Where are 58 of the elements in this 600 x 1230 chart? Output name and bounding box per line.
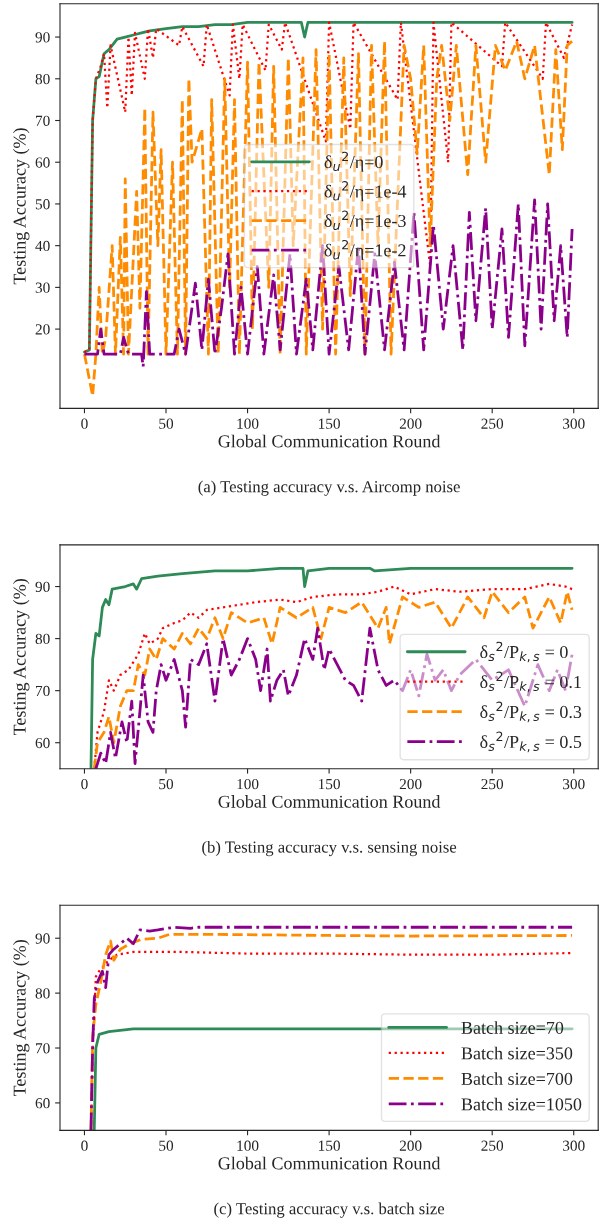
y-tick-label: 60 [35,737,50,749]
legend-label: Batch size=700 [461,1072,573,1085]
y-tick-label: 50 [35,199,50,210]
y-tick-label: 70 [36,1043,50,1054]
text: (a) Testing accuracy v.s. Aircomp noise [198,480,460,496]
x-tick-label: 250 [481,1140,504,1151]
y-tick-label: 70 [36,115,50,126]
x-tick-label: 250 [481,418,504,429]
x-tick-label: 50 [159,1140,174,1151]
y-tick-label: 90 [35,32,50,43]
legend-label: δ$_{s}$$^{2}$/P$_{k,s}$ = 0.5 [480,731,582,753]
y-tick-label: 90 [35,581,50,592]
legend-label: Batch size=1050 [461,1097,582,1111]
text: (b) Testing accuracy v.s. sensing noise [202,840,457,857]
x-tick-label: 0 [81,418,88,429]
y-tick-label: 80 [35,633,50,645]
legend-label: Batch size=70 [461,1021,564,1034]
y-tick-label: 20 [35,324,50,335]
y-axis-title: Testing Accuracy (%) [13,128,30,285]
x-axis-title: Global Communication Round [218,434,441,448]
x-tick-label: 300 [563,418,585,429]
x-tick-label: 150 [318,418,340,429]
legend-label: δ$_{s}$$^{2}$/P$_{k,s}$ = 0 [480,641,568,663]
x-tick-label: 300 [563,1140,585,1151]
y-axis-title: Testing Accuracy (%) [13,940,30,1097]
x-tick-label: 200 [399,1140,422,1151]
x-tick-label: 300 [563,778,585,790]
legend-label: δ$_{u}$$^{2}$/η=0 [324,151,383,172]
legend-label: Batch size=350 [461,1046,573,1060]
y-tick-label: 40 [35,240,50,252]
x-tick-label: 50 [159,418,174,429]
x-tick-label: 100 [237,418,259,429]
legend-label: δ$_{u}$$^{2}$/η=1e-2 [324,239,406,261]
y-tick-label: 90 [35,933,50,944]
y-tick-label: 60 [35,157,50,168]
x-tick-label: 150 [318,778,340,790]
x-tick-label: 250 [481,778,504,790]
x-tick-label: 150 [318,1140,340,1151]
x-tick-label: 0 [81,1140,88,1151]
text: (c) Testing accuracy v.s. batch size [214,1202,445,1218]
x-tick-label: 0 [81,778,88,790]
y-tick-label: 80 [35,73,50,85]
legend-label: δ$_{u}$$^{2}$/η=1e-4 [324,181,407,202]
legend-label: δ$_{u}$$^{2}$/η=1e-3 [324,210,406,231]
x-axis-title: Global Communication Round [218,1156,441,1170]
y-tick-label: 30 [35,282,50,293]
x-tick-label: 50 [159,778,174,790]
x-tick-label: 100 [237,1140,259,1151]
x-tick-label: 200 [399,418,422,429]
x-axis-title: Global Communication Round [218,795,441,808]
y-tick-label: 80 [35,988,50,999]
x-tick-label: 100 [237,778,259,790]
legend-label: δ$_{s}$$^{2}$/P$_{k,s}$ = 0.1 [480,671,581,693]
y-tick-label: 60 [35,1098,50,1109]
legend-label: δ$_{s}$$^{2}$/P$_{k,s}$ = 0.3 [480,701,582,723]
x-tick-label: 200 [399,778,422,790]
y-axis-title: Testing Accuracy (%) [13,579,30,736]
y-tick-label: 70 [36,685,50,697]
